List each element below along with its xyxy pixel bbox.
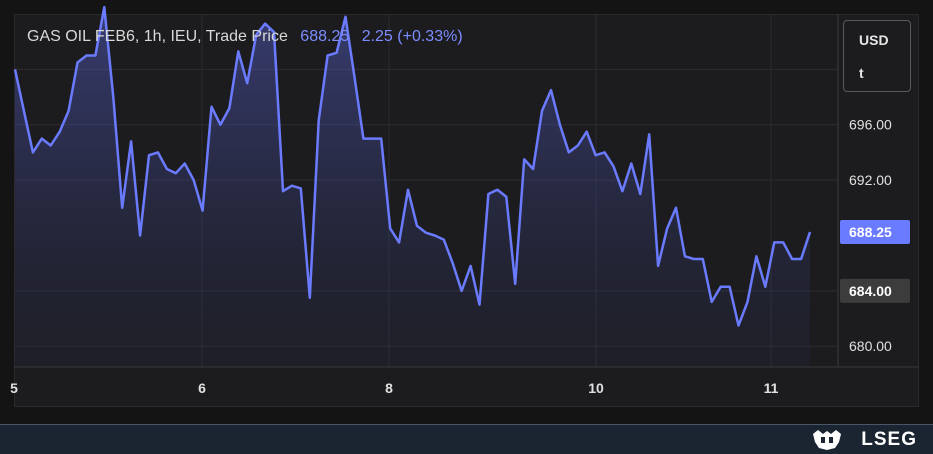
time-axis[interactable]: 5 6 8 10 11 <box>10 380 779 396</box>
symbol-label: GAS OIL FEB6, 1h, IEU, Trade Price <box>27 28 288 45</box>
unit-label: t <box>859 65 864 81</box>
brand-logo-text: LSEG <box>861 429 917 450</box>
x-tick-label: 10 <box>588 380 604 396</box>
prev-close-tag-background <box>840 278 910 303</box>
lseg-crest-icon <box>813 430 841 450</box>
x-tick-label: 11 <box>764 380 779 396</box>
last-price-tag-background <box>840 220 910 245</box>
y-tick-label: 680.00 <box>849 338 892 354</box>
x-tick-label: 8 <box>385 380 393 396</box>
chart-legend: GAS OIL FEB6, 1h, IEU, Trade Price 688.2… <box>27 28 463 46</box>
y-tick-label: 696.00 <box>849 117 892 133</box>
price-area-fill <box>15 7 810 367</box>
currency-unit-selector[interactable]: USD t <box>843 20 911 92</box>
x-tick-label: 5 <box>10 380 18 396</box>
footer-bar: LSEG <box>0 424 933 454</box>
legend-change: 2.25 (+0.33%) <box>361 28 463 45</box>
price-line <box>13 5 812 327</box>
currency-label: USD <box>859 32 889 48</box>
last-price-tag: 688.25 <box>849 224 892 240</box>
legend-price: 688.25 <box>300 28 350 45</box>
prev-close-tag: 684.00 <box>849 283 892 299</box>
y-tick-label: 692.00 <box>849 172 892 188</box>
x-tick-label: 6 <box>198 380 206 396</box>
price-tags: 688.25 684.00 <box>840 220 910 303</box>
